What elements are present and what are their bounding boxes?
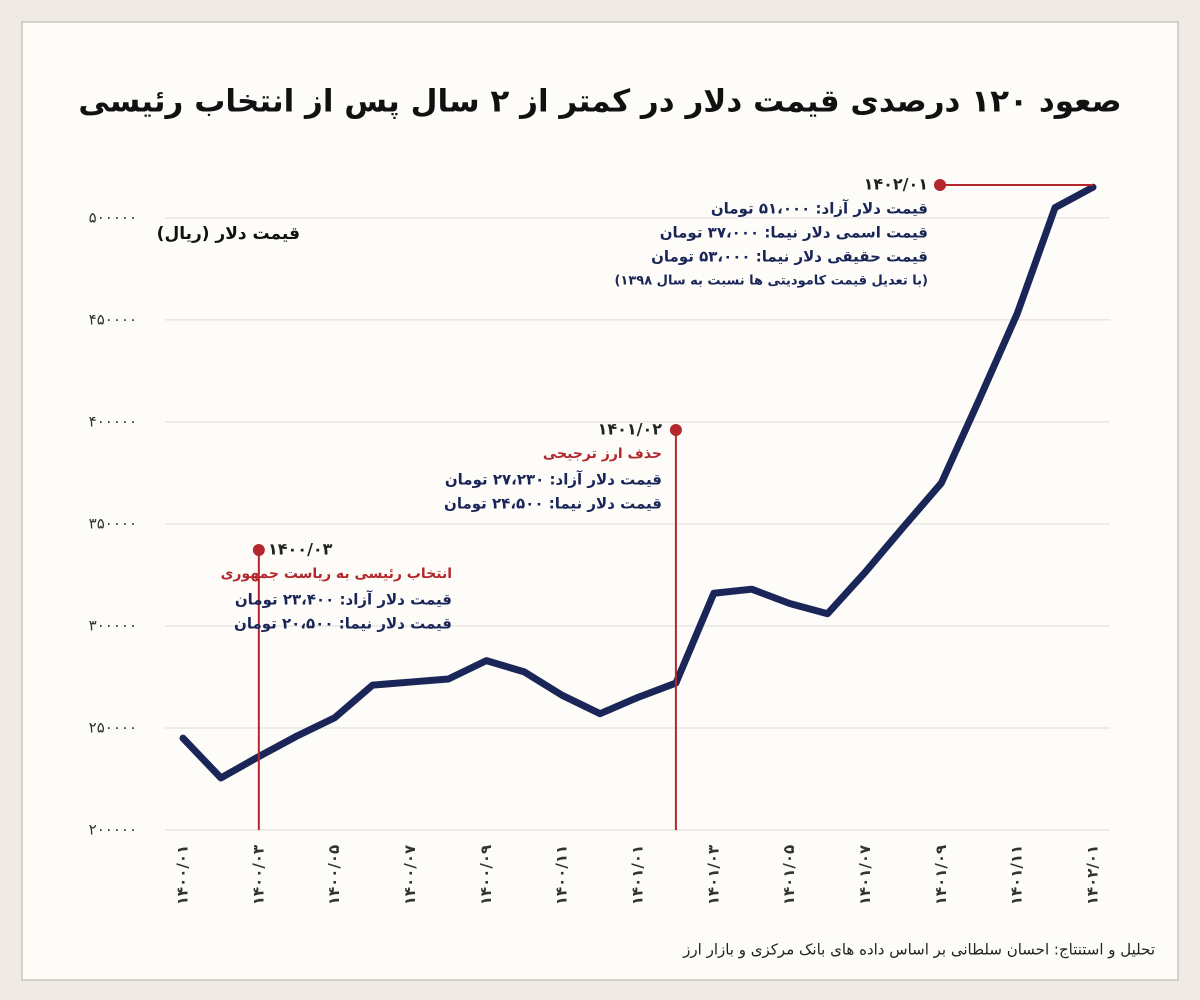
annotation-text: قیمت حقیقی دلار نیما: ۵۳،۰۰۰ تومان <box>651 248 928 266</box>
annotation-date: ۱۴۰۱/۰۲ <box>598 420 663 439</box>
y-tick-label: ۴۵۰۰۰۰ <box>89 310 137 328</box>
y-tick-label: ۴۰۰۰۰۰ <box>89 412 137 430</box>
x-tick-label: ۱۴۰۱/۰۳ <box>704 845 722 905</box>
x-tick-label: ۱۴۰۰/۰۵ <box>325 845 343 905</box>
annotation-dot <box>934 179 946 191</box>
annotation-text: (با تعدیل قیمت کامودیتی ها نسبت به سال ۱… <box>614 274 928 289</box>
x-tick-label: ۱۴۰۱/۰۹ <box>932 845 950 905</box>
x-tick-label: ۱۴۰۱/۱۱ <box>1008 845 1026 905</box>
annotation-text: قیمت دلار آزاد: ۲۳،۴۰۰ تومان <box>235 591 452 609</box>
y-tick-label: ۵۰۰۰۰۰ <box>89 208 137 226</box>
annotation-text: قیمت دلار نیما: ۲۰،۵۰۰ تومان <box>234 615 452 633</box>
x-tick-label: ۱۴۰۰/۰۹ <box>477 845 495 905</box>
annotation-date: ۱۴۰۰/۰۳ <box>268 540 333 559</box>
y-axis-label: قیمت دلار (ریال) <box>157 224 300 244</box>
x-tick-label: ۱۴۰۰/۰۷ <box>401 845 419 905</box>
annotation-event: انتخاب رئیسی به ریاست جمهوری <box>221 566 452 582</box>
x-tick-label: ۱۴۰۰/۰۳ <box>249 845 267 905</box>
y-tick-label: ۳۰۰۰۰۰ <box>89 616 137 634</box>
annotation-text: قیمت دلار نیما: ۲۴،۵۰۰ تومان <box>444 495 662 513</box>
y-tick-label: ۲۰۰۰۰۰ <box>89 821 137 839</box>
x-tick-label: ۱۴۰۱/۰۷ <box>856 845 874 905</box>
x-tick-label: ۱۴۰۱/۰۱ <box>629 845 647 905</box>
source-note: تحلیل و استنتاج: احسان سلطانی بر اساس دا… <box>682 941 1155 960</box>
data-line <box>179 183 1097 782</box>
annotation-dot <box>252 544 265 556</box>
card <box>21 21 1179 981</box>
x-tick-label: ۱۴۰۱/۰۵ <box>780 845 798 905</box>
annotation-text: قیمت دلار آزاد: ۲۷،۲۳۰ تومان <box>445 471 662 489</box>
annotation-dot <box>669 424 682 436</box>
chart-title: صعود ۱۲۰ درصدی قیمت دلار در کمتر از ۲ سا… <box>78 84 1121 120</box>
annotation-text: قیمت اسمی دلار نیما: ۳۷،۰۰۰ تومان <box>660 224 928 242</box>
x-tick-label: ۱۴۰۰/۰۱ <box>174 845 192 905</box>
annotation-text: قیمت دلار آزاد: ۵۱،۰۰۰ تومان <box>711 200 928 218</box>
y-tick-label: ۲۵۰۰۰۰ <box>89 718 137 736</box>
x-tick-label: ۱۴۰۲/۰۱ <box>1084 845 1102 905</box>
x-tick-label: ۱۴۰۰/۱۱ <box>553 845 571 905</box>
annotation-event: حذف ارز ترجیحی <box>543 446 662 462</box>
annotation-date: ۱۴۰۲/۰۱ <box>864 175 928 194</box>
y-tick-label: ۳۵۰۰۰۰ <box>89 514 137 532</box>
